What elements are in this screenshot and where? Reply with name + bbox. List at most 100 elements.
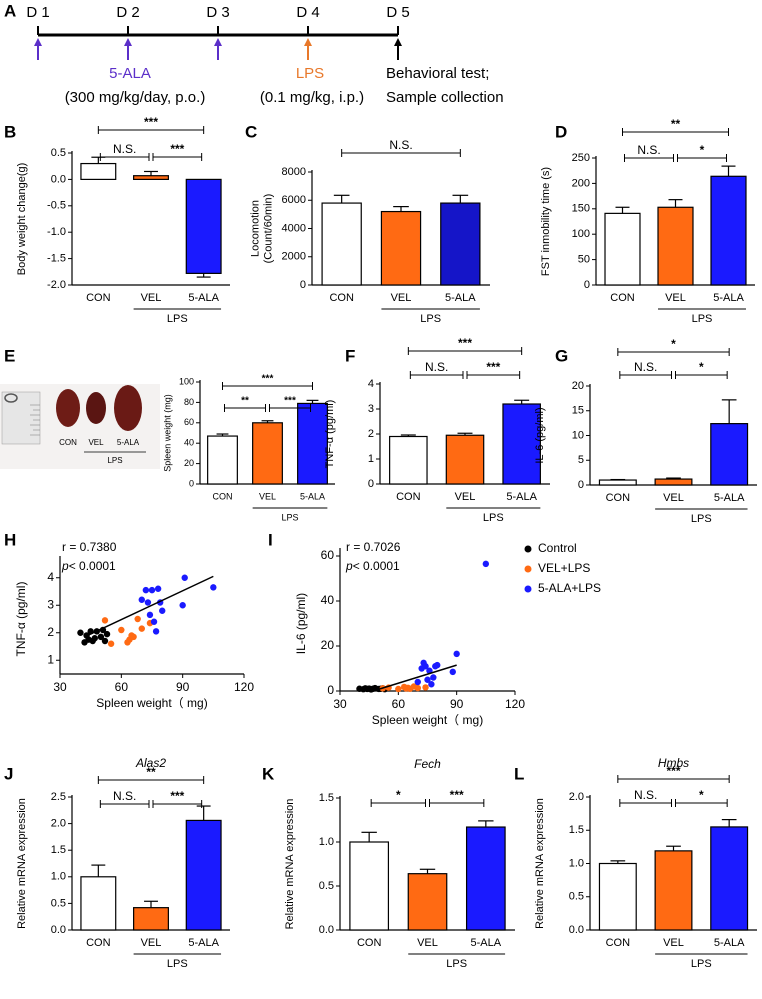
- x-tick-label: 30: [333, 697, 347, 711]
- y-tick-label: 4: [368, 378, 374, 390]
- y-tick-label: 0.0: [51, 173, 66, 185]
- legend-label: VEL+LPS: [538, 561, 590, 575]
- significance-bracket: [622, 128, 729, 136]
- significance-bracket: [619, 371, 672, 379]
- y-tick-label: 80: [184, 397, 194, 407]
- x-tick-label: CON: [606, 492, 631, 504]
- x-axis-title: Spleen weight（ mg): [96, 696, 207, 710]
- point: [91, 635, 98, 642]
- y-tick-label: 40: [184, 438, 194, 448]
- point: [138, 625, 145, 632]
- x-tick-label: CON: [396, 491, 421, 503]
- point: [138, 596, 145, 603]
- bar: [389, 435, 428, 485]
- significance-bracket: [152, 153, 203, 161]
- fit-line: [372, 664, 457, 692]
- spleen-photo: [0, 384, 160, 469]
- y-tick-label: 20: [184, 458, 194, 468]
- x-tick-label: CON: [606, 937, 631, 949]
- significance-bracket: [407, 347, 523, 355]
- y-tick-label: 2.0: [51, 818, 66, 830]
- p-symbol: p: [345, 559, 353, 573]
- group-label: LPS: [167, 958, 188, 970]
- y-tick-label: 150: [572, 203, 590, 215]
- legend-label: 5-ALA+LPS: [538, 581, 601, 595]
- significance-bracket: [224, 404, 266, 412]
- treatment-detail: (0.1 mg/kg, i.p.): [260, 89, 364, 106]
- y-tick-label: 200: [572, 177, 590, 189]
- y-tick-label: 1.5: [51, 844, 66, 856]
- significance-label: N.S.: [113, 142, 136, 156]
- x-tick-label: VEL: [665, 292, 686, 304]
- y-tick-label: -2.0: [47, 279, 66, 291]
- panel-letter: I: [268, 530, 273, 549]
- gene-title: Alas2: [135, 756, 166, 770]
- photo-label: VEL: [88, 438, 104, 447]
- day-label: D 4: [296, 4, 319, 21]
- point: [159, 607, 166, 614]
- y-tick-label: 1.5: [569, 824, 584, 836]
- stat-p: p< 0.0001: [345, 559, 400, 573]
- x-tick-label: 60: [392, 697, 406, 711]
- significance-label: ***: [284, 396, 296, 407]
- point: [134, 615, 141, 623]
- bar: [598, 479, 637, 486]
- significance-bracket: [677, 154, 727, 162]
- group-label: LPS: [446, 958, 467, 970]
- y-tick-label: 2.0: [569, 791, 584, 803]
- y-tick-label: 100: [179, 376, 194, 386]
- bar: [598, 862, 637, 931]
- x-tick-label: 120: [234, 680, 254, 694]
- y-axis-title: Relative mRNA expression: [534, 798, 546, 929]
- point: [422, 663, 429, 670]
- y-tick-label: 0: [189, 478, 194, 488]
- point: [434, 661, 441, 669]
- panel-letter: J: [4, 764, 13, 783]
- y-tick-label: -0.5: [47, 200, 66, 212]
- significance-label: ***: [262, 374, 274, 385]
- stat-p: p< 0.0001: [61, 559, 116, 573]
- x-tick-label: CON: [86, 937, 111, 949]
- point: [97, 633, 105, 641]
- x-tick-label: VEL: [455, 491, 476, 503]
- bar: [710, 423, 749, 486]
- y-tick-label: 0: [578, 479, 584, 491]
- point: [210, 584, 217, 591]
- photo-label: 5-ALA: [117, 438, 140, 447]
- significance-label: N.S.: [637, 143, 660, 157]
- x-tick-label: CON: [357, 937, 382, 949]
- y-tick-label: 3: [47, 597, 54, 611]
- significance-bracket: [97, 776, 205, 784]
- y-axis-title: TNF-α (pg/ml): [324, 400, 336, 469]
- point: [142, 586, 150, 594]
- point: [414, 678, 421, 686]
- y-tick-label: 0: [300, 279, 306, 291]
- y-tick-label: 8000: [282, 166, 306, 178]
- y-axis-title: Relative mRNA expression: [284, 799, 296, 930]
- y-tick-label: -1.5: [47, 253, 66, 265]
- y-axis-title: Spleen weight (mg): [162, 394, 172, 472]
- y-axis-title: Locomotion: [249, 200, 261, 257]
- y-tick-label: 1.0: [569, 857, 584, 869]
- significance-bracket: [619, 799, 672, 807]
- significance-bracket: [675, 371, 728, 379]
- point: [428, 681, 435, 688]
- y-tick-label: 60: [321, 548, 335, 562]
- y-tick-label: 100: [572, 228, 590, 240]
- x-tick-label: 90: [176, 680, 190, 694]
- x-tick-label: CON: [86, 292, 111, 304]
- significance-bracket: [152, 800, 203, 808]
- group-label: LPS: [281, 512, 298, 522]
- significance-label: *: [699, 788, 704, 802]
- bar: [133, 907, 169, 931]
- significance-label: ***: [170, 789, 184, 803]
- p-value: < 0.0001: [353, 559, 400, 573]
- stat-r: r = 0.7380: [62, 540, 117, 554]
- significance-label: N.S.: [634, 788, 657, 802]
- significance-label: *: [699, 360, 704, 374]
- x-tick-label: 5-ALA: [506, 491, 537, 503]
- point: [130, 633, 137, 641]
- x-tick-label: 120: [505, 697, 525, 711]
- bar: [297, 402, 328, 485]
- y-tick-label: 0.5: [569, 891, 584, 903]
